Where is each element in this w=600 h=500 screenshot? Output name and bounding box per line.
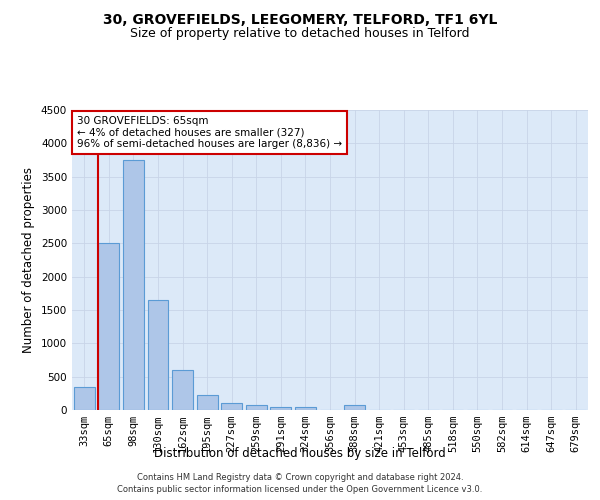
Text: Contains public sector information licensed under the Open Government Licence v3: Contains public sector information licen… xyxy=(118,485,482,494)
Bar xyxy=(246,406,267,410)
Y-axis label: Number of detached properties: Number of detached properties xyxy=(22,167,35,353)
Bar xyxy=(98,244,119,410)
Text: Size of property relative to detached houses in Telford: Size of property relative to detached ho… xyxy=(130,28,470,40)
Bar xyxy=(295,408,316,410)
Text: 30, GROVEFIELDS, LEEGOMERY, TELFORD, TF1 6YL: 30, GROVEFIELDS, LEEGOMERY, TELFORD, TF1… xyxy=(103,12,497,26)
Bar xyxy=(123,160,144,410)
Text: Distribution of detached houses by size in Telford: Distribution of detached houses by size … xyxy=(154,448,446,460)
Bar xyxy=(197,394,218,410)
Bar xyxy=(172,370,193,410)
Bar xyxy=(74,386,95,410)
Bar xyxy=(271,406,292,410)
Text: 30 GROVEFIELDS: 65sqm
← 4% of detached houses are smaller (327)
96% of semi-deta: 30 GROVEFIELDS: 65sqm ← 4% of detached h… xyxy=(77,116,342,149)
Bar xyxy=(221,402,242,410)
Text: Contains HM Land Registry data © Crown copyright and database right 2024.: Contains HM Land Registry data © Crown c… xyxy=(137,472,463,482)
Bar xyxy=(344,404,365,410)
Bar xyxy=(148,300,169,410)
